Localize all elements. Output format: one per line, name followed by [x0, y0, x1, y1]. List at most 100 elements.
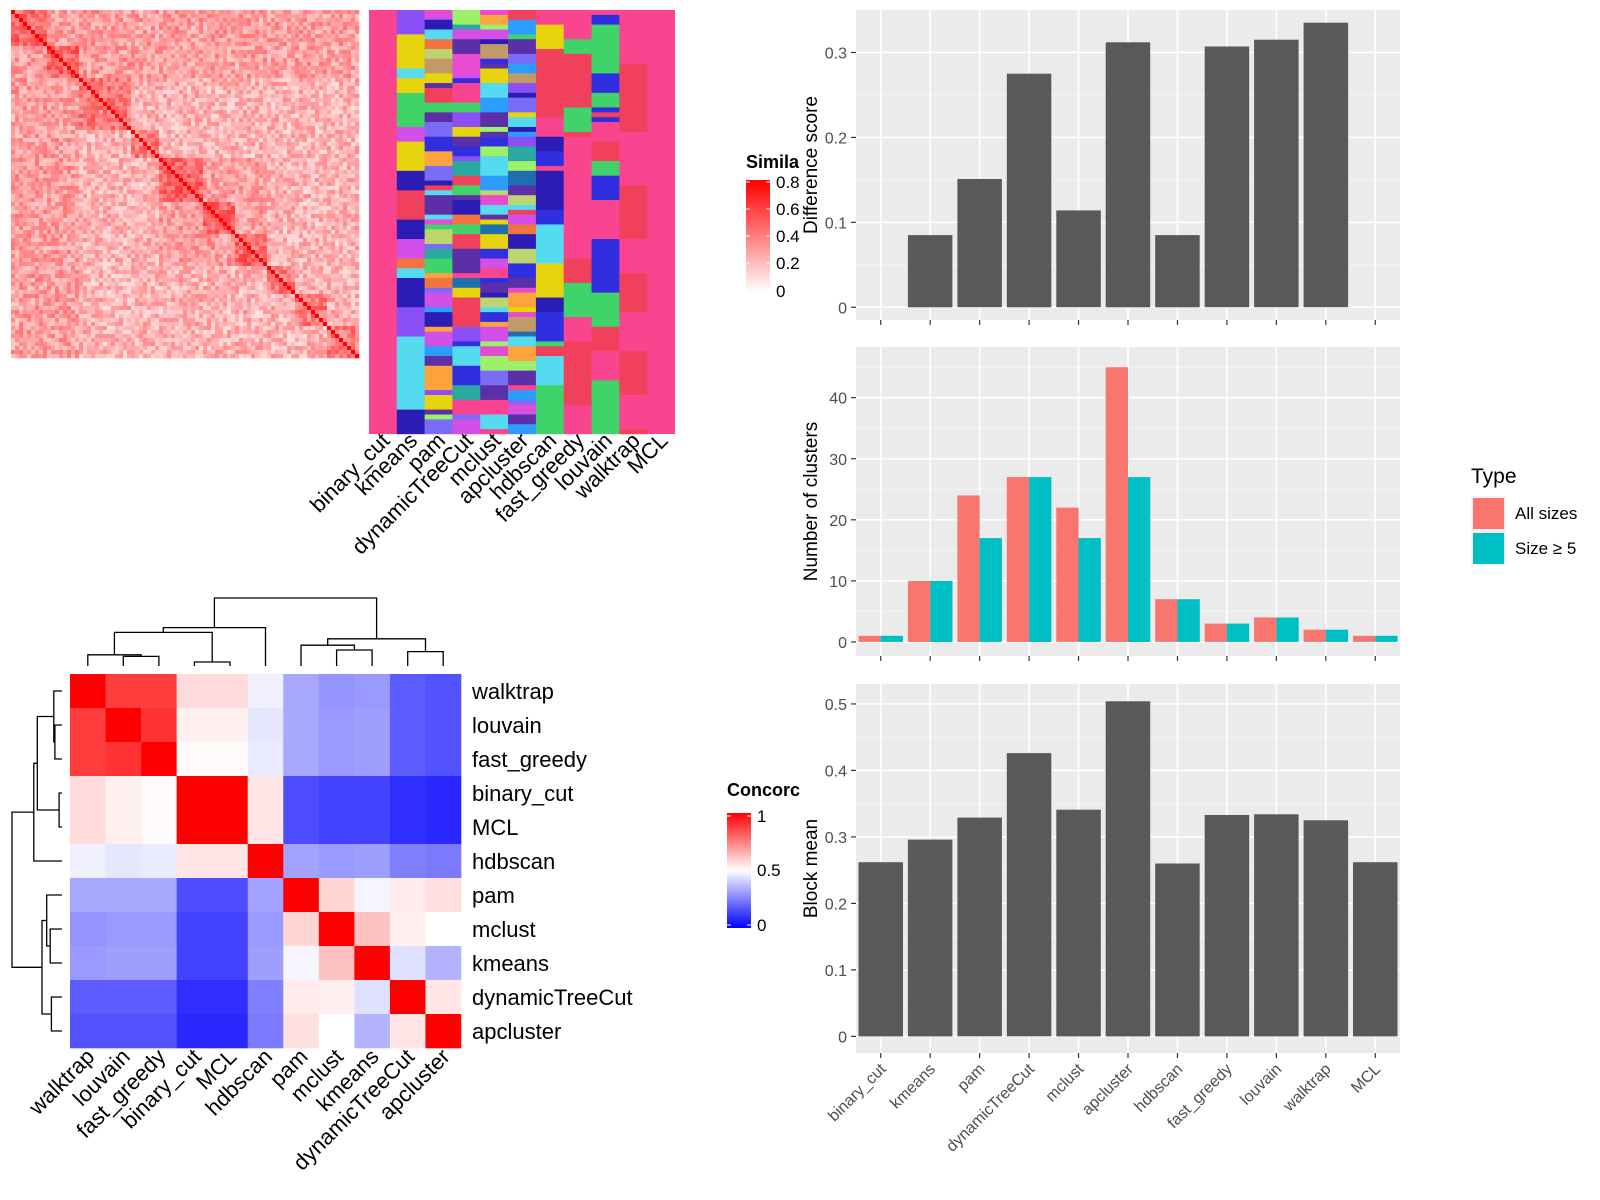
similarity-cell	[211, 206, 216, 211]
similarity-cell	[11, 150, 16, 155]
similarity-cell	[351, 90, 356, 95]
similarity-cell	[115, 106, 120, 111]
similarity-cell	[111, 18, 116, 23]
similarity-cell	[287, 234, 292, 239]
similarity-cell	[307, 10, 312, 15]
similarity-cell	[299, 134, 304, 139]
similarity-cell	[263, 202, 268, 207]
similarity-cell	[107, 214, 112, 219]
similarity-cell	[215, 26, 220, 31]
similarity-cell	[339, 178, 344, 183]
similarity-cell	[71, 234, 76, 239]
similarity-cell	[191, 222, 196, 227]
similarity-cell	[287, 114, 292, 119]
similarity-cell	[263, 90, 268, 95]
similarity-cell	[147, 14, 152, 19]
similarity-cell	[11, 226, 16, 231]
similarity-cell	[179, 46, 184, 51]
similarity-cell	[75, 50, 80, 55]
similarity-cell	[291, 234, 296, 239]
similarity-cell	[331, 78, 336, 83]
similarity-cell	[279, 214, 284, 219]
similarity-cell	[43, 110, 48, 115]
similarity-cell	[187, 54, 192, 59]
similarity-cell	[319, 182, 324, 187]
similarity-cell	[115, 50, 120, 55]
similarity-cell	[31, 198, 36, 203]
similarity-cell	[223, 126, 228, 131]
similarity-cell	[235, 234, 240, 239]
similarity-cell	[59, 174, 64, 179]
similarity-cell	[39, 78, 44, 83]
similarity-cell	[191, 46, 196, 51]
similarity-cell	[95, 218, 100, 223]
similarity-cell	[223, 38, 228, 43]
similarity-cell	[339, 18, 344, 23]
similarity-cell	[95, 118, 100, 123]
similarity-cell	[15, 118, 20, 123]
similarity-cell	[191, 66, 196, 71]
similarity-cell	[95, 66, 100, 71]
similarity-cell	[39, 58, 44, 63]
similarity-cell	[75, 234, 80, 239]
similarity-cell	[231, 30, 236, 35]
similarity-cell	[215, 98, 220, 103]
similarity-cell	[291, 38, 296, 43]
similarity-cell	[351, 174, 356, 179]
similarity-cell	[187, 106, 192, 111]
similarity-cell	[207, 194, 212, 199]
similarity-cell	[75, 226, 80, 231]
similarity-cell	[119, 102, 124, 107]
similarity-cell	[127, 174, 132, 179]
similarity-cell	[331, 174, 336, 179]
similarity-cell	[211, 54, 216, 59]
similarity-cell	[347, 198, 352, 203]
similarity-cell	[83, 106, 88, 111]
similarity-cell	[271, 38, 276, 43]
similarity-cell	[323, 166, 328, 171]
similarity-cell	[355, 22, 360, 27]
similarity-cell	[211, 50, 216, 55]
similarity-cell	[307, 98, 312, 103]
similarity-cell	[111, 238, 116, 243]
similarity-cell	[211, 162, 216, 167]
similarity-cell	[119, 38, 124, 43]
similarity-cell	[27, 234, 32, 239]
similarity-cell	[287, 218, 292, 223]
similarity-cell	[155, 34, 160, 39]
similarity-cell	[203, 30, 208, 35]
similarity-cell	[67, 178, 72, 183]
similarity-cell	[175, 110, 180, 115]
similarity-cell	[267, 78, 272, 83]
similarity-cell	[111, 14, 116, 19]
similarity-cell	[19, 22, 24, 27]
similarity-cell	[55, 190, 60, 195]
similarity-cell	[271, 26, 276, 31]
similarity-cell	[135, 50, 140, 55]
similarity-cell	[303, 106, 308, 111]
similarity-cell	[239, 22, 244, 27]
similarity-cell	[191, 98, 196, 103]
similarity-cell	[303, 26, 308, 31]
similarity-cell	[79, 162, 84, 167]
similarity-cell	[223, 46, 228, 51]
similarity-cell	[171, 186, 176, 191]
similarity-cell	[267, 182, 272, 187]
similarity-cell	[171, 134, 176, 139]
similarity-cell	[103, 18, 108, 23]
similarity-cell	[243, 142, 248, 147]
similarity-cell	[19, 190, 24, 195]
similarity-cell	[255, 122, 260, 127]
similarity-cell	[91, 74, 96, 79]
similarity-cell	[219, 94, 224, 99]
similarity-cell	[243, 106, 248, 111]
similarity-cell	[31, 166, 36, 171]
similarity-cell	[163, 50, 168, 55]
similarity-cell	[91, 94, 96, 99]
similarity-cell	[227, 146, 232, 151]
similarity-cell	[303, 18, 308, 23]
similarity-cell	[307, 234, 312, 239]
similarity-cell	[167, 162, 172, 167]
similarity-cell	[291, 66, 296, 71]
similarity-cell	[247, 74, 252, 79]
